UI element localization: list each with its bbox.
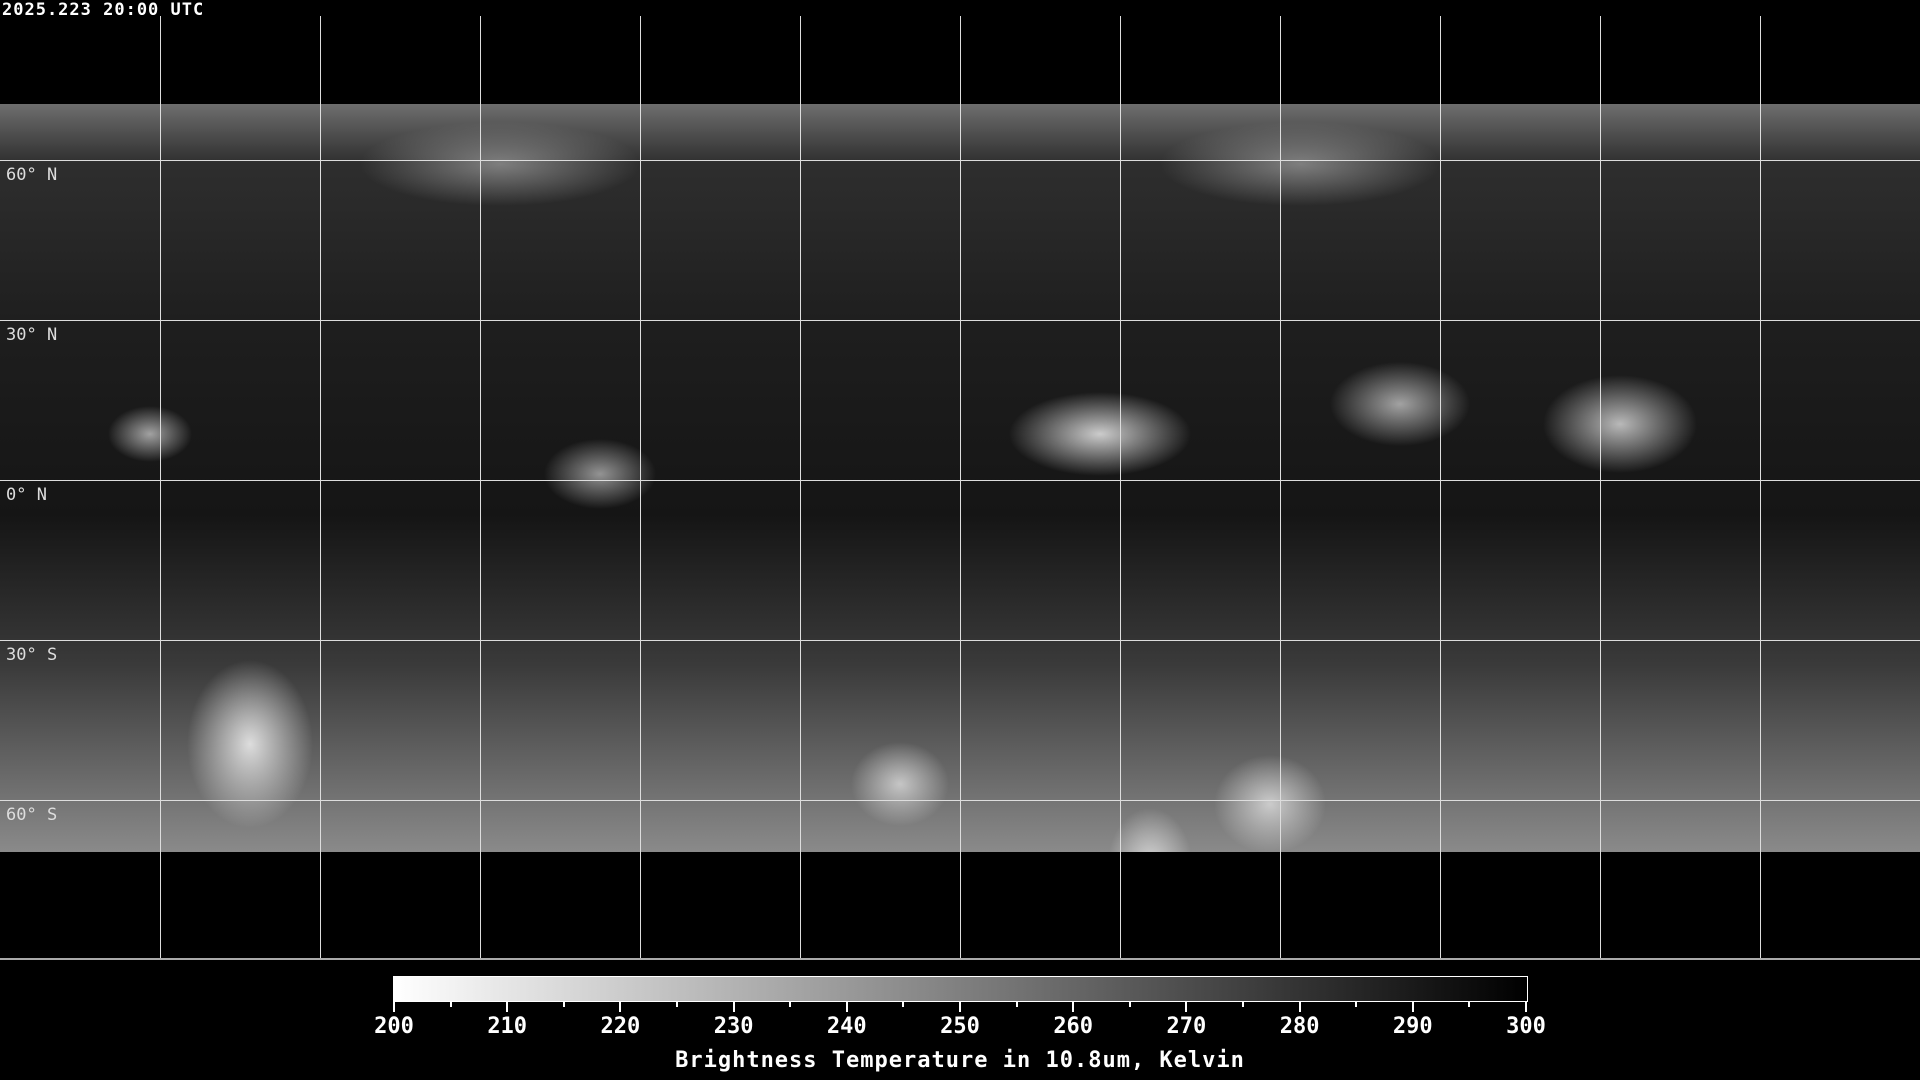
latitude-gridline [0, 160, 1920, 161]
latitude-gridline [0, 640, 1920, 641]
longitude-gridline [1440, 16, 1441, 958]
latitude-gridline [0, 800, 1920, 801]
colorbar [393, 976, 1528, 1002]
colorbar-tick-label: 220 [600, 1014, 641, 1039]
longitude-gridline [640, 16, 641, 958]
colorbar-tick [959, 1002, 961, 1012]
colorbar-tick [1242, 1002, 1244, 1007]
longitude-gridline [160, 16, 161, 958]
colorbar-tick [732, 1002, 735, 1012]
colorbar-tick-label: 300 [1506, 1014, 1546, 1039]
colorbar-tick [1355, 1002, 1358, 1007]
colorbar-tick-label: 270 [1166, 1014, 1207, 1039]
latitude-label: 60° S [6, 805, 58, 825]
colorbar-tick [1411, 1002, 1414, 1012]
colorbar-tick [449, 1002, 452, 1007]
longitude-gridline [320, 16, 321, 958]
latitude-label: 60° N [6, 165, 58, 185]
colorbar-tick-label: 250 [940, 1014, 980, 1039]
colorbar-tick-label: 230 [713, 1014, 754, 1039]
colorbar-tick [676, 1002, 678, 1007]
latitude-label: 0° N [6, 485, 47, 505]
colorbar-title: Brightness Temperature in 10.8um, Kelvin [675, 1048, 1245, 1073]
longitude-gridline [480, 16, 481, 958]
longitude-gridline [1280, 16, 1281, 958]
colorbar-tick-label: 240 [826, 1014, 867, 1039]
colorbar-tick [1468, 1002, 1471, 1007]
colorbar-tick [1128, 1002, 1131, 1007]
colorbar-tick [393, 1002, 395, 1012]
colorbar-tick [1185, 1002, 1188, 1012]
colorbar-tick [1072, 1002, 1075, 1012]
colorbar-tick [619, 1002, 622, 1012]
colorbar-tick [506, 1002, 509, 1012]
satellite-map: 60° N 30° N 0° N 30° S 60° S 2025.223 20:00 … [0, 0, 1920, 960]
colorbar-tick [1015, 1002, 1018, 1007]
colorbar-tick [789, 1002, 792, 1007]
colorbar-tick-label: 280 [1279, 1014, 1320, 1039]
colorbar-tick-label: 260 [1053, 1014, 1094, 1039]
colorbar-tick-label: 210 [487, 1014, 528, 1039]
latitude-gridline [0, 320, 1920, 321]
colorbar-tick [1298, 1002, 1301, 1012]
timestamp: 2025.223 20:00 UTC [2, 0, 205, 20]
longitude-gridline [960, 16, 961, 958]
longitude-gridline [1760, 16, 1761, 958]
colorbar-tick-label: 290 [1392, 1014, 1433, 1039]
colorbar-tick [845, 1002, 848, 1012]
colorbar-tick-label: 200 [374, 1014, 414, 1039]
colorbar-tick [562, 1002, 565, 1007]
latitude-gridline [0, 480, 1920, 481]
longitude-gridline [800, 16, 801, 958]
colorbar-tick [902, 1002, 905, 1007]
colorbar-tick [1525, 1002, 1527, 1012]
latitude-label: 30° S [6, 645, 58, 665]
longitude-gridline [1120, 16, 1121, 958]
latitude-label: 30° N [6, 325, 58, 345]
longitude-gridline [1600, 16, 1601, 958]
